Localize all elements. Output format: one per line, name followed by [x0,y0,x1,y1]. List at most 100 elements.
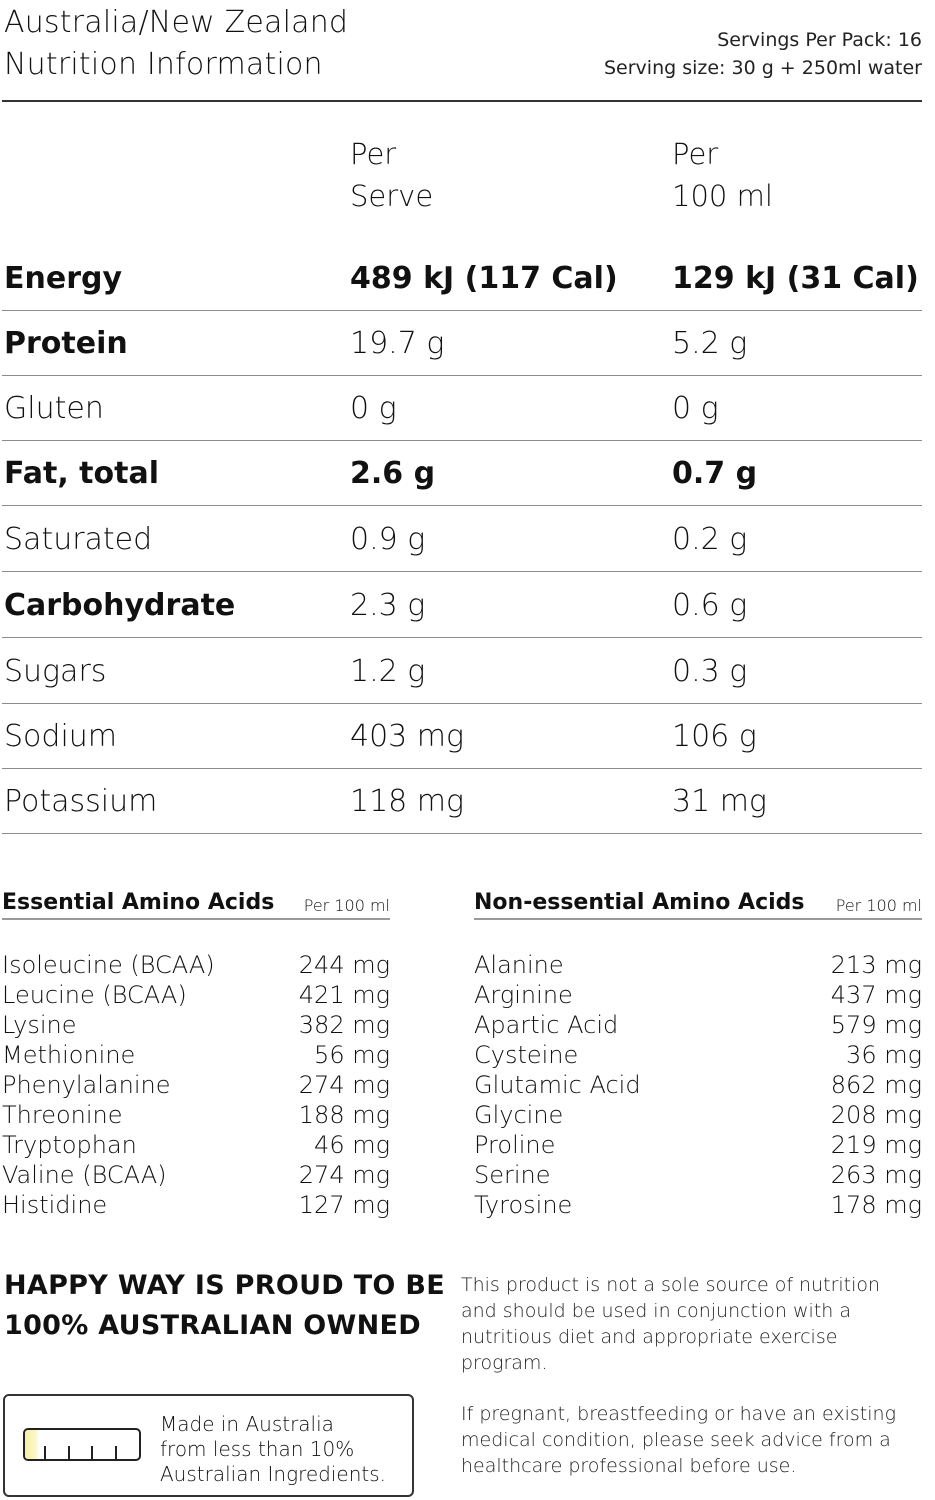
amino-value: 46 mg [314,1131,390,1159]
amino-value: 56 mg [314,1041,390,1069]
nutrient-per-serve: 0 g [350,391,397,426]
nutrient-row-carbohydrate: Carbohydrate 2.3 g 0.6 g [2,572,922,638]
made-in-line-3: Australian Ingredients. [160,1462,387,1486]
nutrient-row-sodium: Sodium 403 mg 106 g [2,703,922,769]
made-in-line-1: Made in Australia [160,1412,334,1436]
amino-row: Proline 219 mg [474,1130,922,1160]
amino-value: 127 mg [298,1191,390,1219]
amino-value: 382 mg [298,1011,390,1039]
nutrient-row-sugars: Sugars 1.2 g 0.3 g [2,638,922,704]
nutrient-per-100ml: 5.2 g [672,326,748,361]
nutrient-row-gluten: Gluten 0 g 0 g [2,375,922,441]
gauge-fill [25,1430,39,1459]
gauge-tick [91,1446,93,1459]
amino-value: 274 mg [298,1071,390,1099]
essential-amino-heading: Essential Amino Acids [2,890,275,915]
amino-row: Arginine 437 mg [474,980,922,1010]
australian-ingredients-gauge-icon [23,1428,141,1461]
nonessential-amino-section: Non-essential Amino Acids Per 100 ml Ala… [474,890,922,1219]
nutrient-per-serve: 118 mg [350,784,465,819]
nutrient-per-serve: 2.6 g [350,456,436,491]
amino-name: Arginine [474,981,573,1009]
panel-title: Australia/New Zealand Nutrition Informat… [4,2,348,86]
amino-row: Glutamic Acid 862 mg [474,1070,922,1100]
amino-name: Valine (BCAA) [2,1161,167,1189]
amino-row: Alanine 213 mg [474,950,922,980]
nutrient-per-100ml: 0.2 g [672,522,748,557]
nutrient-row-saturated: Saturated 0.9 g 0.2 g [2,506,922,572]
nutrient-row-potassium: Potassium 118 mg 31 mg [2,768,922,834]
amino-row: Serine 263 mg [474,1160,922,1190]
column-header-per-100ml-line-2: 100 ml [672,179,773,213]
nutrient-row-protein: Protein 19.7 g 5.2 g [2,310,922,376]
nutrient-per-100ml: 129 kJ (31 Cal) [672,261,919,296]
amino-row: Glycine 208 mg [474,1100,922,1130]
column-header-per-100ml-line-1: Per [672,137,719,171]
column-header-per-serve-line-1: Per [350,137,397,171]
servings-per-pack: Servings Per Pack: 16 [717,29,922,51]
amino-row: Threonine 188 mg [2,1100,390,1130]
nutrient-label: Fat, total [4,456,159,491]
amino-value: 274 mg [298,1161,390,1189]
essential-amino-per-label: Per 100 ml [303,896,390,915]
nutrient-per-100ml: 0 g [672,391,719,426]
amino-name: Tyrosine [474,1191,573,1219]
serving-size: Serving size: 30 g + 250ml water [603,57,922,79]
amino-name: Apartic Acid [474,1011,619,1039]
made-in-australia-label: Made in Australia from less than 10% Aus… [3,1394,414,1497]
nutrient-per-serve: 19.7 g [350,326,445,361]
amino-row: Lysine 382 mg [2,1010,390,1040]
amino-name: Proline [474,1131,556,1159]
nutrient-row-fat-total: Fat, total 2.6 g 0.7 g [2,440,922,506]
amino-row: Isoleucine (BCAA) 244 mg [2,950,390,980]
amino-value: 188 mg [298,1101,390,1129]
amino-value: 213 mg [830,951,922,979]
serving-info: Servings Per Pack: 16 Serving size: 30 g… [604,26,922,82]
column-header-per-100ml: Per 100 ml [672,133,773,217]
amino-row: Tryptophan 46 mg [2,1130,390,1160]
nutrient-per-serve: 1.2 g [350,654,426,689]
amino-name: Glycine [474,1101,564,1129]
amino-value: 219 mg [830,1131,922,1159]
amino-name: Threonine [2,1101,123,1129]
amino-row: Cysteine 36 mg [474,1040,922,1070]
nutrient-per-serve: 0.9 g [350,522,426,557]
nutrient-label: Gluten [4,391,104,426]
sole-source-disclaimer: This product is not a sole source of nut… [461,1274,881,1374]
nutrient-per-serve: 2.3 g [350,588,426,623]
nutrient-per-serve: 403 mg [350,719,465,754]
proud-line-2: 100% AUSTRALIAN OWNED [4,1310,421,1341]
amino-row: Leucine (BCAA) 421 mg [2,980,390,1010]
nonessential-amino-per-label: Per 100 ml [835,896,922,915]
amino-row: Methionine 56 mg [2,1040,390,1070]
nonessential-amino-divider [474,918,922,920]
nutrient-per-100ml: 0.7 g [672,456,758,491]
amino-name: Isoleucine (BCAA) [2,951,215,979]
nutrient-label: Saturated [4,522,153,557]
amino-row: Valine (BCAA) 274 mg [2,1160,390,1190]
amino-row: Apartic Acid 579 mg [474,1010,922,1040]
amino-name: Lysine [2,1011,77,1039]
nutrient-per-100ml: 106 g [672,719,757,754]
amino-value: 36 mg [846,1041,922,1069]
amino-row: Tyrosine 178 mg [474,1190,922,1220]
gauge-tick [68,1446,70,1459]
australian-owned-statement: HAPPY WAY IS PROUD TO BE 100% AUSTRALIAN… [4,1266,445,1346]
gauge-tick [115,1446,117,1459]
amino-name: Alanine [474,951,564,979]
proud-line-1: HAPPY WAY IS PROUD TO BE [4,1270,446,1301]
amino-name: Phenylalanine [2,1071,171,1099]
nutrient-per-100ml: 31 mg [672,784,767,819]
essential-amino-section: Essential Amino Acids Per 100 ml Isoleuc… [2,890,390,1219]
amino-row: Histidine 127 mg [2,1190,390,1220]
title-line-2: Nutrition Information [4,47,323,82]
nutrient-label: Sugars [4,654,107,689]
amino-value: 421 mg [298,981,390,1009]
amino-name: Methionine [2,1041,136,1069]
amino-value: 208 mg [830,1101,922,1129]
amino-row: Phenylalanine 274 mg [2,1070,390,1100]
nutrient-per-100ml: 0.3 g [672,654,748,689]
amino-name: Histidine [2,1191,108,1219]
amino-name: Cysteine [474,1041,579,1069]
amino-value: 437 mg [830,981,922,1009]
